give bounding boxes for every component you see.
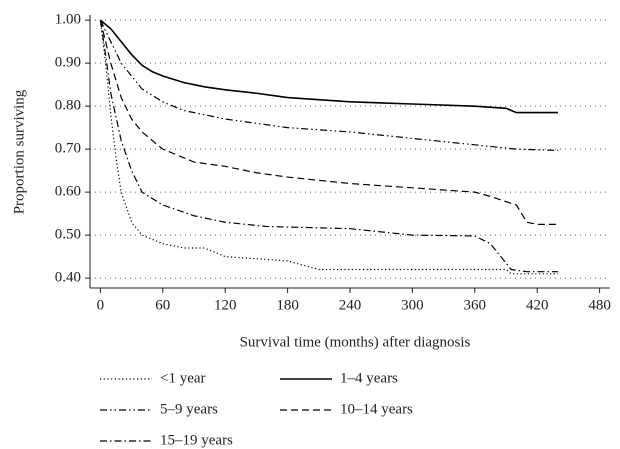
legend-label: 1–4 years: [340, 370, 398, 386]
y-tick-label: 0.60: [55, 184, 81, 200]
x-tick-label: 480: [588, 297, 611, 313]
y-tick-label: 0.70: [55, 141, 81, 157]
legend-label: <1 year: [160, 370, 206, 386]
y-tick-label: 0.80: [55, 98, 81, 114]
legend-label: 15–19 years: [160, 432, 233, 448]
x-tick-label: 300: [401, 297, 424, 313]
x-tick-label: 360: [464, 297, 487, 313]
x-axis-title: Survival time (months) after diagnosis: [240, 334, 471, 350]
y-axis-title: Proportion surviving: [11, 89, 27, 214]
y-tick-label: 0.50: [55, 227, 81, 243]
survival-line: [99, 20, 558, 273]
y-tick-label: 0.40: [55, 270, 81, 286]
x-tick-label: 120: [214, 297, 237, 313]
x-tick-label: 60: [155, 297, 170, 313]
y-tick-label: 1.00: [55, 12, 81, 28]
survival-line: [99, 20, 558, 275]
x-tick-label: 180: [276, 297, 299, 313]
survival-line: [99, 19, 558, 114]
survival-line: [99, 20, 558, 225]
x-tick-label: 0: [97, 297, 105, 313]
x-tick-label: 420: [526, 297, 549, 313]
legend-label: 5–9 years: [160, 401, 218, 417]
legend-label: 10–14 years: [340, 401, 413, 417]
y-tick-label: 0.90: [55, 55, 81, 71]
x-tick-label: 240: [339, 297, 362, 313]
survival-line: [99, 19, 559, 152]
